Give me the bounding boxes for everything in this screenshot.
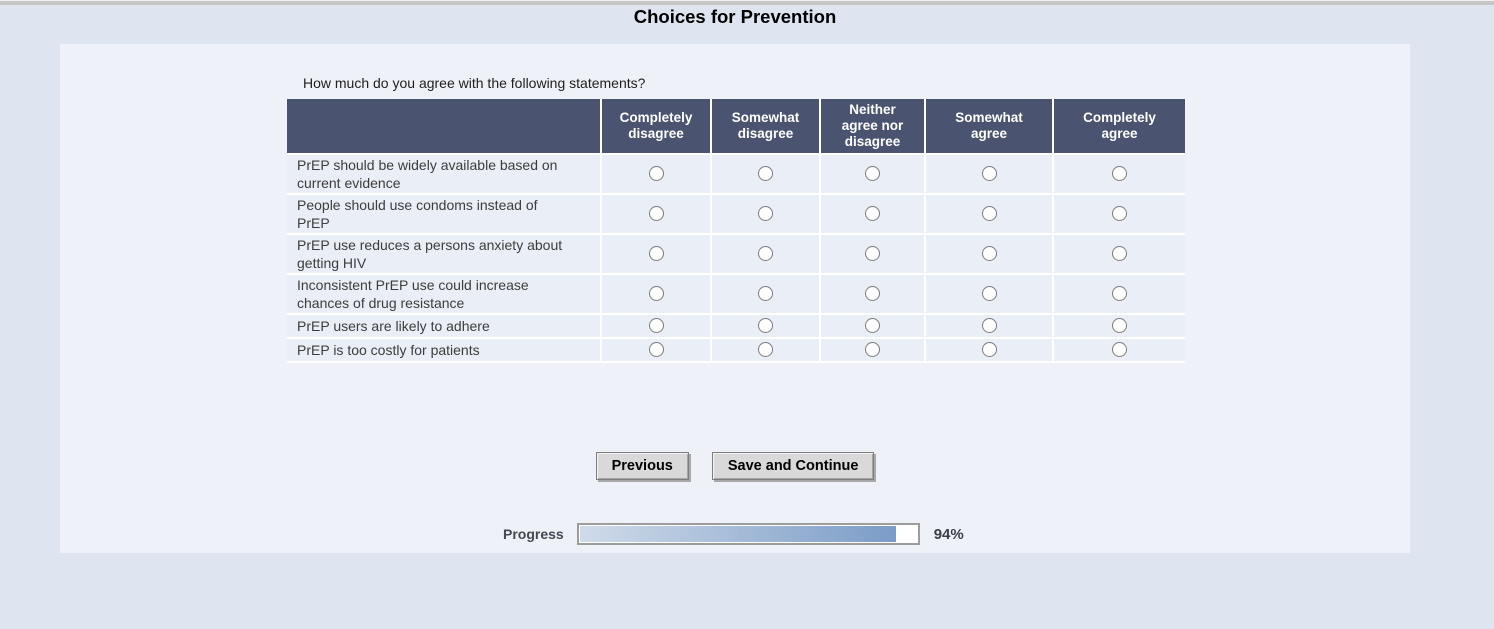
- radio-option[interactable]: [981, 342, 997, 358]
- survey-question: How much do you agree with the following…: [303, 75, 646, 91]
- statement-column-header: [287, 99, 602, 155]
- radio-option[interactable]: [1112, 318, 1127, 334]
- progress-percent: 94%: [933, 525, 964, 543]
- progress-bar: [576, 523, 920, 545]
- radio-option[interactable]: [758, 246, 773, 262]
- radio-option[interactable]: [1112, 206, 1127, 222]
- likert-table: Completely disagree Somewhat disagree Ne…: [287, 99, 1185, 363]
- radio-option[interactable]: [981, 246, 997, 262]
- progress-row: Progress 94%: [503, 523, 964, 545]
- table-row: People should use condoms instead of PrE…: [287, 194, 1185, 235]
- radio-option[interactable]: [758, 318, 773, 334]
- content-panel: How much do you agree with the following…: [60, 44, 1410, 553]
- column-header-neither: Neither agree nor disagree: [820, 99, 926, 155]
- radio-option[interactable]: [758, 342, 773, 358]
- column-header-somewhat-agree: Somewhat agree: [925, 99, 1054, 155]
- radio-option[interactable]: [648, 166, 664, 182]
- radio-option[interactable]: [1112, 246, 1127, 262]
- radio-option[interactable]: [758, 166, 773, 182]
- radio-option[interactable]: [865, 318, 880, 334]
- previous-button[interactable]: Previous: [595, 452, 689, 480]
- statement-text: Inconsistent PrEP use could increase cha…: [287, 274, 602, 315]
- radio-option[interactable]: [865, 206, 880, 222]
- radio-option[interactable]: [981, 166, 997, 182]
- progress-fill: [579, 526, 897, 542]
- table-row: PrEP is too costly for patients: [287, 338, 1185, 363]
- statement-text: PrEP use reduces a persons anxiety about…: [287, 234, 602, 275]
- radio-option[interactable]: [865, 286, 880, 302]
- table-row: PrEP should be widely available based on…: [287, 154, 1185, 195]
- radio-option[interactable]: [1112, 166, 1127, 182]
- statement-text: PrEP is too costly for patients: [287, 338, 602, 363]
- progress-label: Progress: [503, 526, 564, 542]
- save-and-continue-button[interactable]: Save and Continue: [711, 452, 875, 480]
- column-header-somewhat-disagree: Somewhat disagree: [711, 99, 821, 155]
- radio-option[interactable]: [981, 318, 997, 334]
- buttons-row: Previous Save and Continue: [60, 452, 1410, 480]
- table-header-row: Completely disagree Somewhat disagree Ne…: [287, 99, 1185, 155]
- table-row: PrEP users are likely to adhere: [287, 314, 1185, 339]
- radio-option[interactable]: [981, 206, 997, 222]
- table-row: PrEP use reduces a persons anxiety about…: [287, 234, 1185, 275]
- top-divider-bar: [0, 0, 1494, 5]
- radio-option[interactable]: [1112, 286, 1127, 302]
- radio-option[interactable]: [648, 342, 664, 358]
- statement-text: PrEP should be widely available based on…: [287, 154, 602, 195]
- radio-option[interactable]: [758, 206, 773, 222]
- column-header-completely-agree: Completely agree: [1053, 99, 1185, 155]
- radio-option[interactable]: [865, 166, 880, 182]
- table-row: Inconsistent PrEP use could increase cha…: [287, 274, 1185, 315]
- radio-option[interactable]: [648, 318, 664, 334]
- radio-option[interactable]: [648, 286, 664, 302]
- radio-option[interactable]: [648, 246, 664, 262]
- radio-option[interactable]: [648, 206, 664, 222]
- statement-text: People should use condoms instead of PrE…: [287, 194, 602, 235]
- radio-option[interactable]: [981, 286, 997, 302]
- page-title: Choices for Prevention: [633, 6, 837, 27]
- column-header-completely-disagree: Completely disagree: [601, 99, 712, 155]
- radio-option[interactable]: [758, 286, 773, 302]
- radio-option[interactable]: [865, 342, 880, 358]
- radio-option[interactable]: [1112, 342, 1127, 358]
- statement-text: PrEP users are likely to adhere: [287, 314, 602, 339]
- radio-option[interactable]: [865, 246, 880, 262]
